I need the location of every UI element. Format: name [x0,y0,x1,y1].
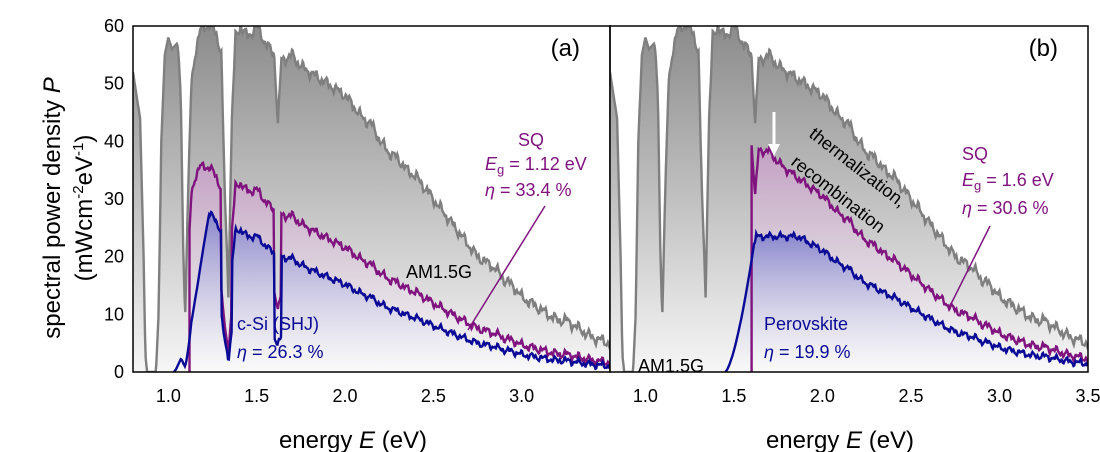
x-title-b-unit: (eV) [862,427,914,452]
sq-eg-sub-b: g [974,178,981,193]
sq-eg-b: Eg = 1.6 eV [962,170,1054,193]
svg-text:spectral power density P: spectral power density P [39,77,66,338]
sq-eg-value-b: = 1.6 eV [981,170,1054,190]
y-tick-label: 0 [114,362,124,382]
device-line-a [172,210,610,372]
device-area-a [173,212,610,372]
y-title-text: spectral power density [39,93,66,338]
device-eta-symbol-b: η [764,342,774,362]
y-unit-a: (mWcm [71,199,98,282]
x-tick-label: 2.0 [810,386,835,406]
y-unit-exp2: -1 [70,143,87,156]
am15g-line-b [610,26,1088,372]
device-line-b [724,228,1088,372]
sq-title-a: SQ [518,130,544,150]
sq-eta-value-b: = 30.6 % [972,198,1049,218]
y-tick-label: 50 [104,74,124,94]
x-tick-label: 2.5 [898,386,923,406]
sq-eg-value-a: = 1.12 eV [504,154,587,174]
y-tick-label: 10 [104,304,124,324]
device-eta-value-b: = 19.9 % [774,342,851,362]
sq-eta-symbol-a: η [485,180,495,200]
x-title-b-text: energy [766,427,846,452]
device-eta-a: η = 26.3 % [237,342,324,362]
y-tick-label: 30 [104,189,124,209]
x-tick-label: 3.0 [509,386,534,406]
device-name-a: c-Si (SHJ) [237,314,319,334]
x-tick-label: 1.5 [244,386,269,406]
x-tick-label: 2.0 [332,386,357,406]
sq-eta-value-a: = 33.4 % [495,180,572,200]
x-axis-title-a: energy E (eV) [279,427,427,452]
loss-arrow [768,112,780,156]
panel-b: 1.0 1.5 2.0 2.5 3.0 3.5 (b) AM1.5G SQ Eg = 1.… [609,25,1100,452]
sq-eg-a: Eg = 1.12 eV [485,154,587,177]
x-tick-label: 3.0 [987,386,1012,406]
x-tick-label: 2.5 [421,386,446,406]
panel-a: 1.0 1.5 2.0 2.5 3.0 (a) AM1.5G SQ Eg = 1.12 … [132,25,611,452]
y-tick-label: 20 [104,247,124,267]
x-title-a-text: energy [279,427,359,452]
sq-eta-b: η = 30.6 % [962,198,1049,218]
device-eta-value-a: = 26.3 % [247,342,324,362]
y-title-symbol: P [39,77,66,93]
device-name-b: Perovskite [764,314,848,334]
sq-eg-symbol-b: E [962,170,975,190]
sq-pointer-a [467,205,546,331]
sq-title-b: SQ [962,144,988,164]
x-tick-label: 3.5 [1075,386,1100,406]
device-eta-symbol-a: η [237,342,247,362]
panel-label-a: (a) [551,35,580,62]
y-tick-label: 60 [104,16,124,36]
am15g-label-a: AM1.5G [406,262,472,282]
y-unit-b: eV [71,156,98,185]
am15g-line-a [133,26,610,372]
svg-text:(mWcm-2eV-1): (mWcm-2eV-1) [70,135,98,282]
y-unit-c: ) [71,135,98,143]
device-eta-b: η = 19.9 % [764,342,851,362]
x-title-b-symbol: E [846,427,863,452]
sq-eta-a: η = 33.4 % [485,180,572,200]
x-tick-label: 1.0 [156,386,181,406]
am15g-label-b: AM1.5G [638,356,704,376]
sq-eg-sub-a: g [497,162,504,177]
x-tick-labels-b: 1.0 1.5 2.0 2.5 3.0 3.5 [633,386,1100,406]
sq-line-a [188,160,610,372]
device-area-b [725,232,1088,372]
x-tick-label: 1.0 [633,386,658,406]
y-axis-title: spectral power density P (mWcm-2eV-1) [39,77,98,338]
x-tick-labels-a: 1.0 1.5 2.0 2.5 3.0 [156,386,534,406]
sq-line-b [750,145,1088,372]
x-axis-title-b: energy E (eV) [766,427,914,452]
panel-label-b: (b) [1029,35,1058,62]
x-title-a-symbol: E [359,427,376,452]
sq-eta-symbol-b: η [962,198,972,218]
x-tick-label: 1.5 [721,386,746,406]
panel-b-frame [609,25,1089,373]
sq-eg-symbol-a: E [485,154,498,174]
x-title-a-unit: (eV) [375,427,427,452]
y-unit-exp1: -2 [70,185,87,198]
am15g-area-b [610,26,1088,372]
y-tick-label: 40 [104,131,124,151]
y-tick-labels: 0 10 20 30 40 50 60 [104,16,124,382]
sq-pointer-b [949,225,991,307]
